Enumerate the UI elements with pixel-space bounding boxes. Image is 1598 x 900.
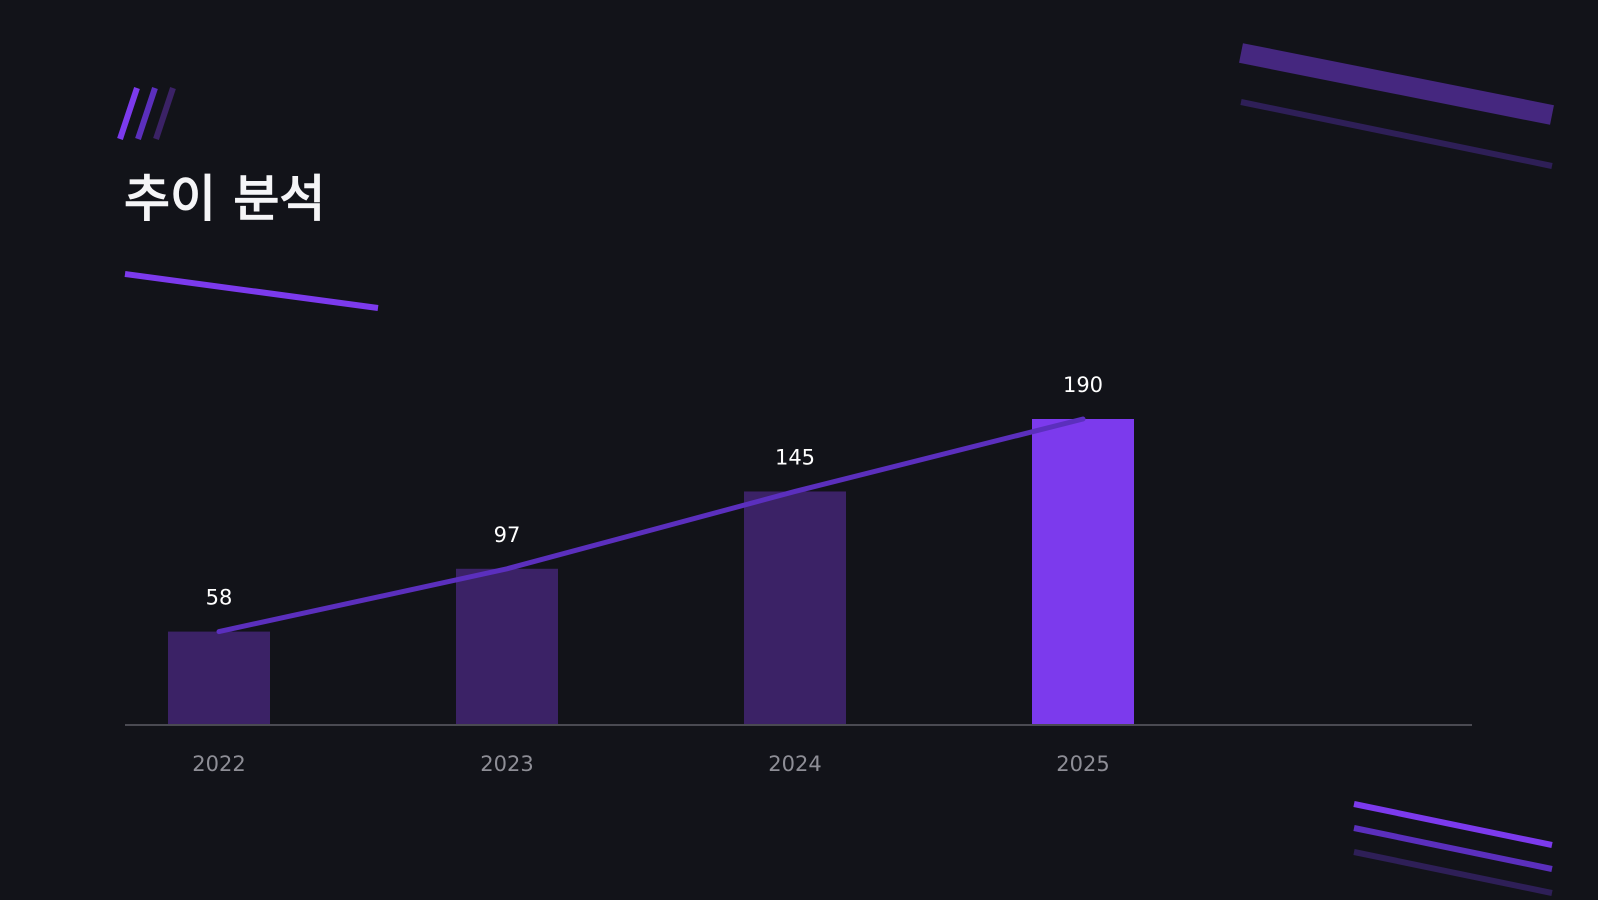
slash-stroke-3 — [153, 87, 176, 140]
value-label-2024: 145 — [775, 445, 815, 469]
slash-stroke-1 — [117, 87, 140, 140]
trend-line — [216, 416, 1086, 635]
bar-2023 — [456, 568, 558, 725]
x-tick-labels-layer: 2022 2023 2024 2025 — [192, 752, 1109, 776]
bar-chart: 58 97 145 190 2022 2023 2024 2025 — [125, 373, 1472, 776]
bottom-right-stripe-3 — [1353, 849, 1553, 896]
bars-layer — [168, 419, 1134, 725]
slide-title: 추이 분석 — [124, 170, 325, 228]
bottom-right-stripe-2 — [1353, 825, 1553, 872]
top-right-thick-stripe — [1239, 43, 1554, 125]
bar-2022 — [168, 631, 270, 725]
slash-decoration — [117, 87, 176, 140]
x-tick-label-2022: 2022 — [192, 752, 245, 776]
value-label-2025: 190 — [1063, 373, 1103, 397]
value-label-2022: 58 — [206, 586, 233, 610]
bottom-right-stripe-1 — [1353, 801, 1553, 848]
x-tick-label-2023: 2023 — [480, 752, 533, 776]
bottom-right-decoration — [1353, 801, 1553, 896]
top-right-thin-stripe — [1240, 99, 1553, 169]
top-right-decoration — [1239, 43, 1554, 169]
x-tick-label-2025: 2025 — [1056, 752, 1109, 776]
slash-stroke-2 — [135, 87, 158, 140]
x-tick-label-2024: 2024 — [768, 752, 821, 776]
value-labels-layer: 58 97 145 190 — [206, 373, 1103, 610]
value-label-2023: 97 — [494, 523, 521, 547]
bar-2025 — [1032, 419, 1134, 725]
title-accent-line — [124, 271, 379, 311]
bar-2024 — [744, 491, 846, 725]
